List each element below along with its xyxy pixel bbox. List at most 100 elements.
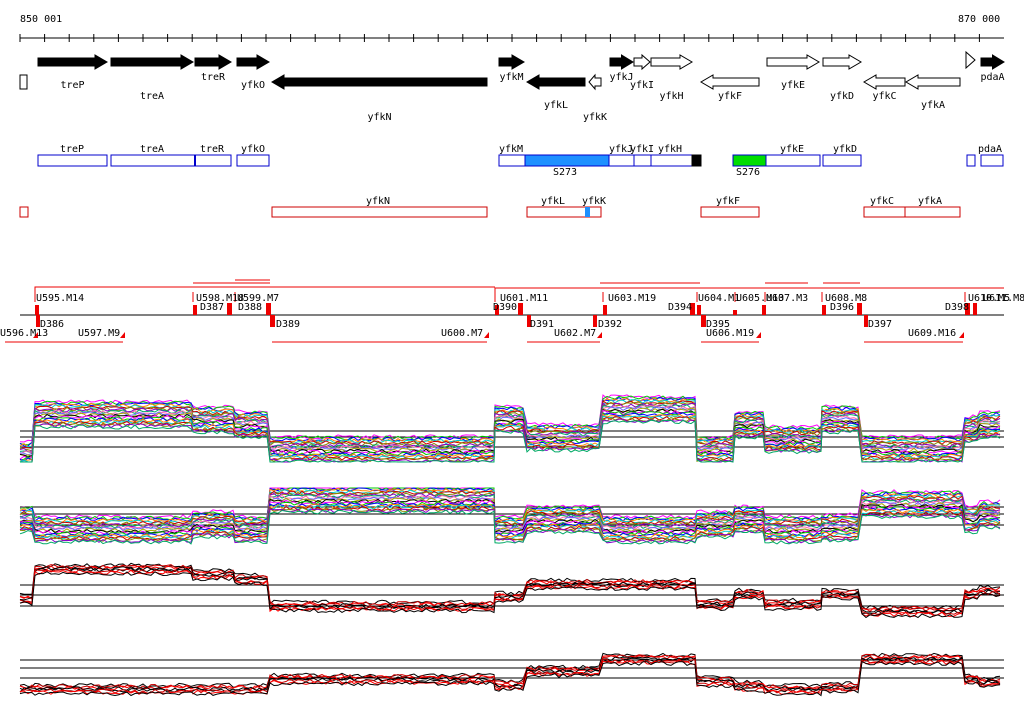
gene-arrow-yfkE[interactable] (766, 54, 820, 70)
plus-box-label: yfkD (833, 144, 857, 155)
marker-label[interactable]: D392 (598, 319, 622, 330)
gene-arrow-yfkM[interactable] (498, 54, 525, 70)
plus-strand-track: treP treA treR yfkO yfkM S273 yfkJ yfkI … (37, 144, 1004, 178)
minus-strand-track: yfkN yfkL yfkK yfkF yfkC yfkA (19, 196, 961, 218)
plus-box-S276[interactable] (732, 154, 767, 167)
plus-box-label: pdaA (978, 144, 1002, 155)
gene-arrow-yfkC[interactable] (863, 74, 906, 90)
marker-label[interactable]: U595.M14 (36, 293, 84, 304)
marker-label[interactable]: U599.M7 (237, 293, 279, 304)
plus-box-yfkJ[interactable] (608, 154, 635, 167)
gene-arrow-yfkF[interactable] (700, 74, 760, 90)
gene-label: treR (201, 72, 226, 83)
gene-label: yfkN (368, 112, 392, 123)
plus-box-yfkO[interactable] (236, 154, 270, 167)
plus-box-yfkD[interactable] (822, 154, 862, 167)
gene-label: yfkA (921, 100, 945, 111)
gene-arrow-yfkK[interactable] (588, 73, 602, 91)
gene-arrow-yfkA[interactable] (905, 74, 961, 90)
marker-label[interactable]: D387 (200, 302, 224, 313)
marker-label[interactable]: D397 (868, 319, 892, 330)
plus-box-label: treR (200, 144, 225, 155)
gene-arrow-treR[interactable] (194, 54, 232, 70)
gene-label: treA (140, 91, 164, 102)
plus-box-label: S273 (553, 167, 577, 178)
small-gene-arrow[interactable] (965, 50, 976, 70)
marker-label[interactable]: D389 (276, 319, 300, 330)
gene-arrow-yfkD[interactable] (822, 54, 862, 70)
plus-box-label: S276 (736, 167, 760, 178)
plus-box-label: treA (140, 144, 164, 155)
marker-label[interactable]: U602.M7 (554, 328, 596, 339)
minus-box-small[interactable] (19, 206, 29, 218)
plus-box-label: yfkI (630, 144, 654, 155)
plus-box-label: yfkO (241, 144, 265, 155)
marker-label[interactable]: U603.M19 (608, 293, 656, 304)
gene-arrow-yfkO[interactable] (236, 54, 270, 70)
minus-box-label: yfkF (716, 196, 740, 207)
marker-label[interactable]: U604.M1 (698, 293, 740, 304)
gene-arrow-yfkN[interactable] (271, 74, 488, 90)
marker-label[interactable]: D398 (945, 302, 969, 313)
marker-label[interactable]: U598.M18 (196, 293, 244, 304)
marker-label[interactable]: U610.M5 (968, 293, 1010, 304)
gene-arrow-treP[interactable] (37, 54, 108, 70)
marker-label[interactable]: D394 (668, 302, 692, 313)
gene-arrow-yfkH[interactable] (650, 54, 693, 70)
marker-label[interactable]: U606.M19 (706, 328, 754, 339)
gene-arrow-yfkI[interactable] (633, 53, 651, 71)
marker-label[interactable]: D391 (530, 319, 554, 330)
left-edge-gene[interactable] (19, 74, 28, 90)
plus-box-pdaA[interactable] (980, 154, 1004, 167)
minus-box-label: yfkK (582, 196, 606, 207)
minus-box-label: yfkA (918, 196, 942, 207)
minus-box-yfkL[interactable] (526, 206, 602, 218)
gene-arrow-pdaA[interactable] (980, 54, 1005, 70)
gene-label: treP (61, 80, 85, 91)
marker-label[interactable]: U601.M11 (500, 293, 548, 304)
gene-arrow-treA[interactable] (110, 54, 194, 70)
marker-label[interactable]: D388 (238, 302, 262, 313)
gene-label: yfkC (873, 91, 897, 102)
plus-box-label: yfkH (658, 144, 682, 155)
gene-label: yfkF (718, 91, 742, 102)
marker-track: U595.M14 U598.M18 U599.M7 D387 D388 U601… (0, 279, 1024, 343)
marker-label[interactable]: U609.M16 (908, 328, 956, 339)
marker-label[interactable]: D395 (706, 319, 730, 330)
gene-arrow-yfkJ[interactable] (609, 54, 634, 70)
plus-box-label: yfkJ (609, 144, 633, 155)
minus-box-label: yfkC (870, 196, 894, 207)
minus-box-yfkN[interactable] (271, 206, 488, 218)
plus-box-treP[interactable] (37, 154, 108, 167)
marker-label[interactable]: U605.M13 (736, 293, 784, 304)
marker-label[interactable]: D390 (493, 302, 517, 313)
plus-box-treR[interactable] (194, 154, 232, 167)
plus-box-S273[interactable] (524, 154, 610, 167)
gene-label: pdaA (981, 72, 1005, 83)
marker-label[interactable]: U597.M9 (78, 328, 120, 339)
plus-box-label: treP (60, 144, 84, 155)
ruler: 850 001 870 000 (19, 14, 1004, 42)
gene-label: yfkM (500, 72, 524, 83)
marker-label[interactable]: U611.M8 (983, 293, 1024, 304)
marker-label[interactable]: U608.M8 (825, 293, 867, 304)
gene-label: yfkO (241, 80, 265, 91)
marker-label[interactable]: D396 (830, 302, 854, 313)
minus-box-yfkF[interactable] (700, 206, 760, 218)
gene-label: yfkD (830, 91, 854, 102)
plus-box-yfkM[interactable] (498, 154, 526, 167)
gene-track: treP treA treR yfkO yfkN yfkM yfkL yfkK yfkJyfkI… (37, 53, 1005, 123)
plus-box-yfkH[interactable] (650, 154, 694, 167)
plus-box-label: yfkM (499, 144, 523, 155)
plus-box-small[interactable] (966, 154, 976, 167)
gene-arrow-yfkL[interactable] (526, 74, 586, 90)
marker-label[interactable]: D386 (40, 319, 64, 330)
marker-label[interactable]: U600.M7 (441, 328, 483, 339)
marker-label[interactable]: U607.M3 (766, 293, 808, 304)
minus-box-yfkC-yfkA[interactable] (863, 206, 961, 218)
plus-box-yfkI[interactable] (633, 154, 652, 167)
marker-label[interactable]: U596.M13 (0, 328, 48, 339)
plus-box-yfkE[interactable] (765, 154, 821, 167)
plus-box-treA[interactable] (110, 154, 196, 167)
